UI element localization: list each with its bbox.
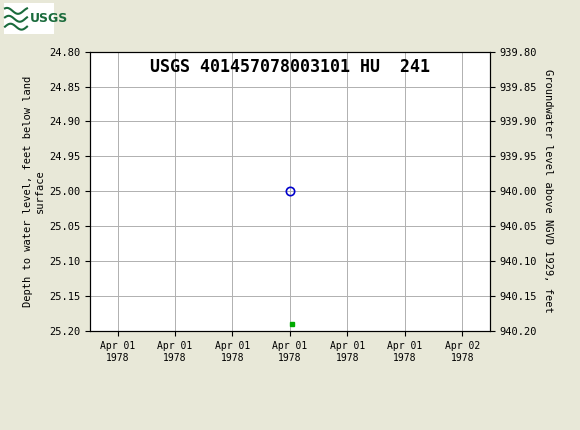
Text: USGS 401457078003101 HU  241: USGS 401457078003101 HU 241	[150, 58, 430, 76]
Text: USGS: USGS	[30, 12, 68, 25]
FancyBboxPatch shape	[4, 3, 54, 34]
Y-axis label: Depth to water level, feet below land
surface: Depth to water level, feet below land su…	[23, 76, 45, 307]
Y-axis label: Groundwater level above NGVD 1929, feet: Groundwater level above NGVD 1929, feet	[543, 70, 553, 313]
